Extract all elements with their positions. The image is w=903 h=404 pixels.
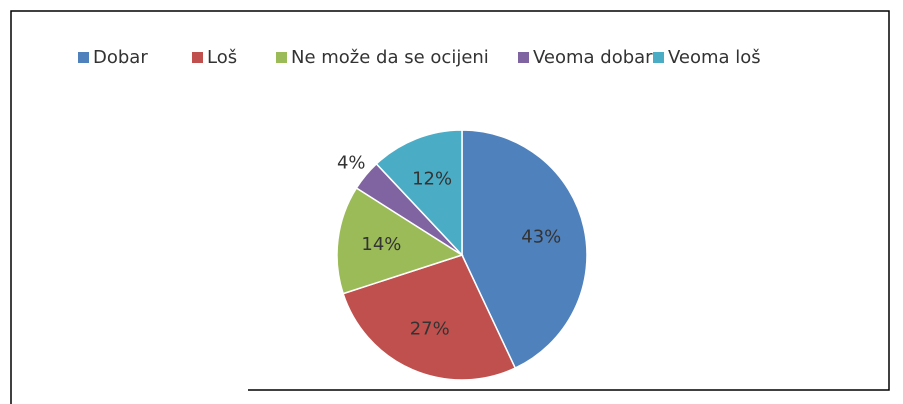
legend-swatch (518, 52, 529, 63)
legend-label: Veoma dobar (533, 47, 653, 68)
frame (10, 10, 890, 404)
pie-slice (461, 129, 588, 370)
legend-label: Loš (207, 47, 237, 68)
data-label: 4% (337, 152, 366, 173)
legend-swatch (192, 52, 203, 63)
legend-swatch (276, 52, 287, 63)
legend-label: Dobar (93, 47, 148, 68)
pie-slice (375, 129, 463, 257)
legend-swatch (653, 52, 664, 63)
legend-label: Veoma loš (668, 47, 761, 68)
pie-slice (336, 186, 464, 295)
data-label: 14% (361, 234, 401, 255)
data-label: 12% (412, 168, 452, 189)
data-label: 27% (410, 319, 450, 340)
legend-label: Ne može da se ocijeni (291, 47, 489, 68)
pie-slice (342, 254, 517, 381)
data-label: 43% (521, 226, 561, 247)
legend-swatch (78, 52, 89, 63)
